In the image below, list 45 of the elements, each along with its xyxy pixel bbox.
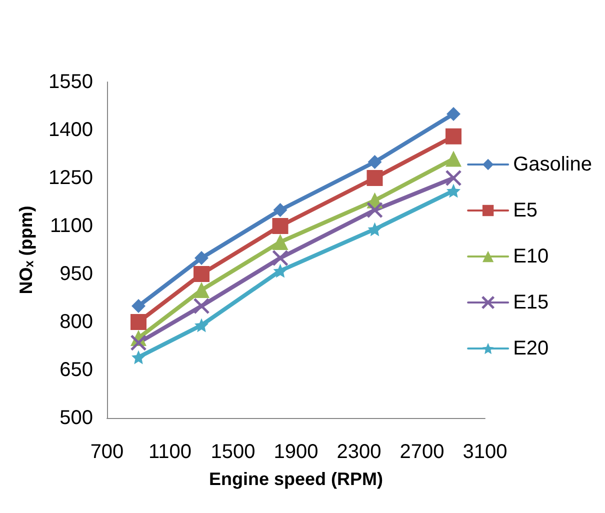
x-axis-title: Engine speed (RPM) bbox=[208, 469, 384, 489]
y-tick-label: 1550 bbox=[48, 71, 93, 93]
point bbox=[194, 251, 208, 265]
y-tick-label: 1100 bbox=[50, 215, 93, 237]
point bbox=[193, 298, 210, 314]
x-tick-label: 1100 bbox=[148, 441, 192, 463]
y-tick-label: 650 bbox=[60, 359, 93, 381]
legend-label: Gasoline bbox=[513, 154, 592, 176]
legend-label: E15 bbox=[513, 292, 549, 314]
y-tick-label: 1400 bbox=[48, 119, 93, 141]
x-tick-label: 1500 bbox=[210, 441, 256, 463]
legend-label: E20 bbox=[513, 338, 549, 360]
y-tick-label: 800 bbox=[60, 311, 93, 333]
legend-label: E10 bbox=[513, 246, 549, 268]
point bbox=[194, 266, 210, 282]
point bbox=[446, 184, 460, 198]
point bbox=[445, 170, 462, 186]
point bbox=[446, 150, 462, 167]
point bbox=[132, 299, 146, 313]
point bbox=[272, 218, 288, 234]
y-tick-label: 950 bbox=[60, 263, 93, 285]
x-tick-label: 700 bbox=[90, 441, 124, 463]
point bbox=[273, 203, 288, 217]
x-tick-label: 3100 bbox=[462, 441, 508, 463]
legend-label: E5 bbox=[513, 200, 538, 222]
y-axis-title: NOₓ (ppm) bbox=[16, 206, 36, 294]
point bbox=[132, 350, 146, 364]
point bbox=[273, 264, 288, 278]
point bbox=[194, 282, 210, 298]
x-tick-label: 2700 bbox=[400, 441, 444, 463]
point bbox=[368, 155, 382, 169]
point bbox=[272, 234, 288, 250]
point bbox=[446, 107, 460, 121]
point bbox=[368, 222, 382, 236]
x-tick-label: 1900 bbox=[274, 441, 318, 463]
point bbox=[446, 128, 462, 144]
point bbox=[194, 318, 208, 332]
point bbox=[272, 250, 288, 266]
point bbox=[130, 314, 146, 330]
x-tick-label: 2300 bbox=[336, 441, 382, 463]
point bbox=[366, 170, 383, 186]
point bbox=[366, 202, 383, 218]
y-tick-label: 1250 bbox=[48, 167, 93, 189]
y-tick-label: 500 bbox=[60, 407, 93, 429]
point bbox=[130, 334, 147, 352]
